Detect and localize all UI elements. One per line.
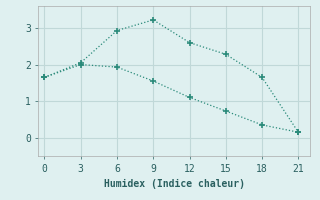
X-axis label: Humidex (Indice chaleur): Humidex (Indice chaleur): [104, 179, 245, 189]
